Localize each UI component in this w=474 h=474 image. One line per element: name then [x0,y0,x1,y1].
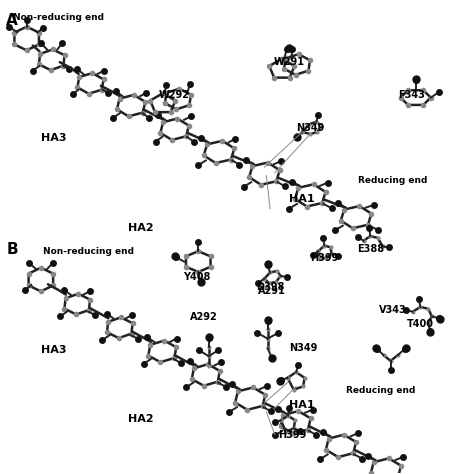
Text: H399: H399 [279,430,307,440]
Text: Reducing end: Reducing end [346,386,415,395]
Text: D398: D398 [256,282,284,292]
Text: N349: N349 [289,343,318,353]
Text: N349: N349 [296,123,324,133]
Text: F343: F343 [398,90,425,100]
Text: Y408: Y408 [182,272,210,282]
Text: Non-reducing end: Non-reducing end [12,13,103,22]
Text: HA3: HA3 [41,346,66,356]
Text: Reducing end: Reducing end [357,176,427,185]
Text: A: A [6,12,18,27]
Text: W292: W292 [159,90,190,100]
Text: HA3: HA3 [41,133,66,143]
Text: Non-reducing end: Non-reducing end [43,246,134,255]
Text: HA1: HA1 [289,194,315,204]
Text: H399: H399 [310,253,338,263]
Text: A292: A292 [190,312,218,322]
Text: HA2: HA2 [128,223,154,233]
Text: HA2: HA2 [128,414,154,424]
Text: T400: T400 [407,319,434,329]
Text: W291: W291 [274,57,305,67]
Text: V343: V343 [379,305,407,315]
Text: A291: A291 [258,286,286,296]
Text: HA1: HA1 [289,400,315,410]
Text: E388: E388 [357,244,384,254]
Text: B: B [6,242,18,257]
